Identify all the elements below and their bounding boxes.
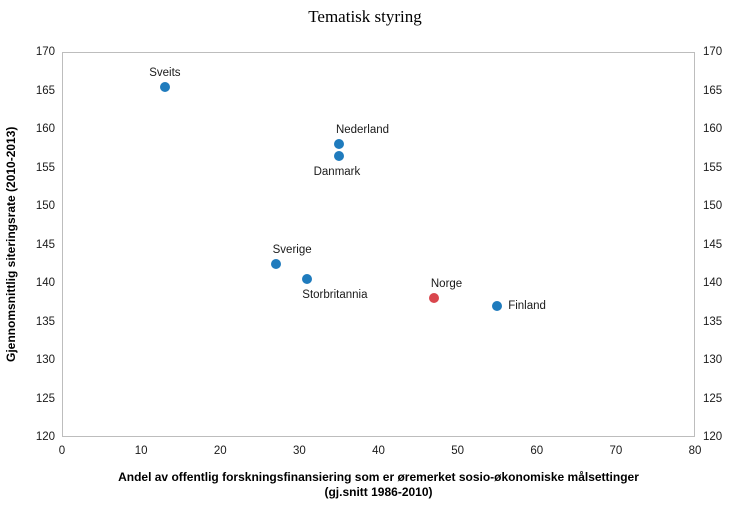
data-point-label: Storbritannia <box>302 289 368 302</box>
y-tick-label-left: 165 <box>35 84 55 97</box>
plot-area <box>62 52 695 437</box>
data-point-norge <box>428 293 439 304</box>
x-tick-label: 10 <box>134 445 148 457</box>
y-tick-label-left: 135 <box>35 315 55 328</box>
y-tick-label-right: 150 <box>703 200 723 212</box>
y-tick-label-left: 130 <box>35 354 55 366</box>
x-tick-label: 30 <box>292 445 306 457</box>
y-tick-label-left: 155 <box>35 161 55 174</box>
data-point-label: Finland <box>508 300 546 313</box>
x-axis-label-line1: Andel av offentlig forskningsfinansierin… <box>118 470 639 484</box>
y-tick-label-right: 165 <box>703 84 723 97</box>
x-axis-label-line2: (gj.snitt 1986-2010) <box>324 485 433 499</box>
data-point-sveits <box>159 81 170 92</box>
data-point-danmark <box>333 150 344 161</box>
data-point-storbritannia <box>302 274 313 285</box>
y-tick-label-left: 120 <box>35 431 55 443</box>
y-tick-label-right: 155 <box>703 161 723 174</box>
data-point-label: Danmark <box>313 165 361 178</box>
y-tick-label-left: 125 <box>35 392 55 405</box>
data-point-nederland <box>333 139 344 150</box>
data-point-label: Norge <box>430 278 463 291</box>
y-tick-label-right: 125 <box>703 392 723 405</box>
x-tick-label: 40 <box>372 445 385 457</box>
x-tick-label: 60 <box>530 445 544 457</box>
y-tick-label-left: 150 <box>35 200 55 212</box>
y-tick-label-right: 140 <box>703 277 723 289</box>
x-axis-label: Andel av offentlig forskningsfinansierin… <box>62 470 695 500</box>
data-point-label: Nederland <box>335 124 390 137</box>
data-point-label: Sverige <box>272 243 312 256</box>
data-point-sverige <box>270 258 281 269</box>
x-tick-label: 20 <box>213 445 227 457</box>
x-tick-label: 80 <box>688 445 702 457</box>
y-tick-label-left: 170 <box>35 46 55 58</box>
x-tick-label: 50 <box>451 445 465 457</box>
y-tick-label-left: 145 <box>35 238 55 251</box>
y-tick-label-right: 135 <box>703 315 723 328</box>
y-tick-label-right: 120 <box>703 431 723 443</box>
chart-title: Tematisk styring <box>308 7 422 26</box>
data-point-finland <box>492 301 503 312</box>
x-tick-label: 0 <box>58 445 66 457</box>
y-tick-label-left: 140 <box>35 277 55 289</box>
y-tick-label-right: 145 <box>703 238 723 251</box>
y-tick-label-right: 170 <box>703 46 723 58</box>
y-tick-label-right: 160 <box>703 123 723 135</box>
x-tick-label: 70 <box>609 445 623 457</box>
data-point-label: Sveits <box>149 66 181 79</box>
y-axis-label: Gjennomsnittlig siteringsrate (2010-2013… <box>4 126 18 363</box>
y-tick-label-right: 130 <box>703 354 723 366</box>
y-tick-label-left: 160 <box>35 123 55 135</box>
